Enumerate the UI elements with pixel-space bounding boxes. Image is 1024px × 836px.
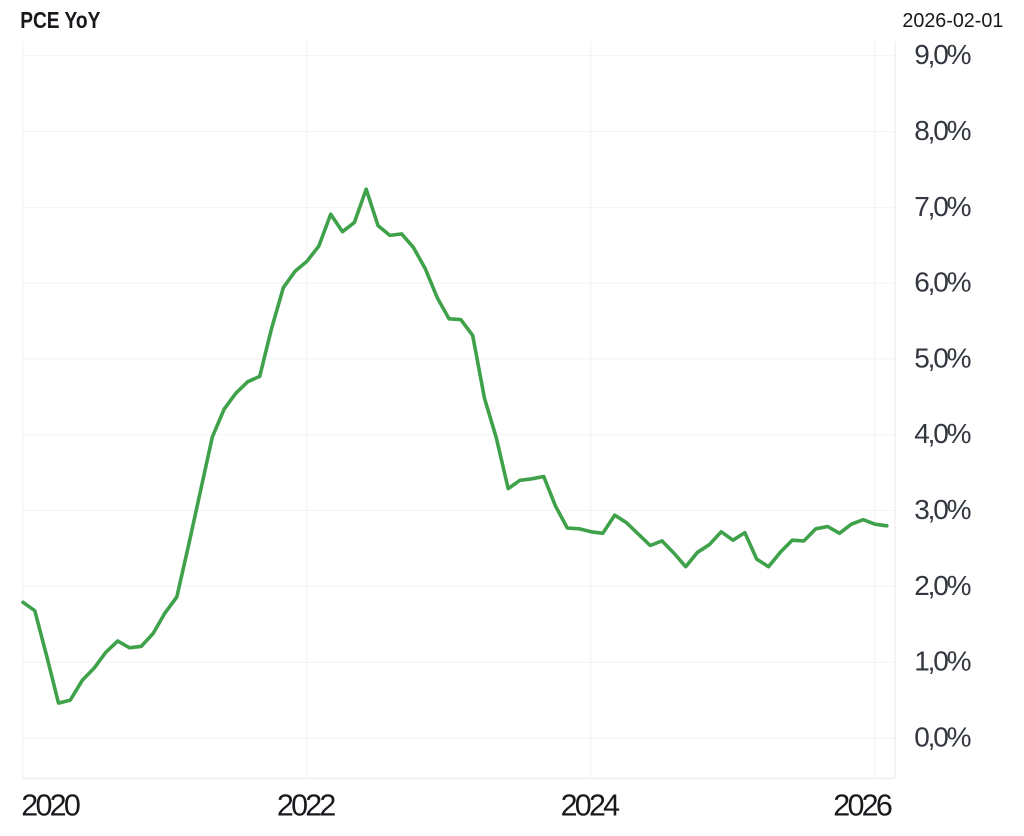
svg-text:2026-02-01: 2026-02-01 [902,10,1003,32]
svg-text:7,0%: 7,0% [914,191,971,222]
svg-text:5,0%: 5,0% [914,342,971,373]
svg-text:3,0%: 3,0% [914,494,971,525]
svg-text:2,0%: 2,0% [914,570,971,601]
svg-text:2020: 2020 [21,789,81,823]
svg-text:4,0%: 4,0% [914,418,971,449]
svg-text:6,0%: 6,0% [914,267,971,298]
svg-text:2022: 2022 [277,789,337,823]
svg-text:0,0%: 0,0% [914,721,971,752]
svg-text:1,0%: 1,0% [914,646,971,677]
svg-text:2024: 2024 [561,789,621,823]
svg-text:2026: 2026 [833,789,893,823]
svg-text:PCE YoY: PCE YoY [20,7,100,33]
svg-text:8,0%: 8,0% [914,115,971,146]
svg-text:9,0%: 9,0% [914,39,971,70]
